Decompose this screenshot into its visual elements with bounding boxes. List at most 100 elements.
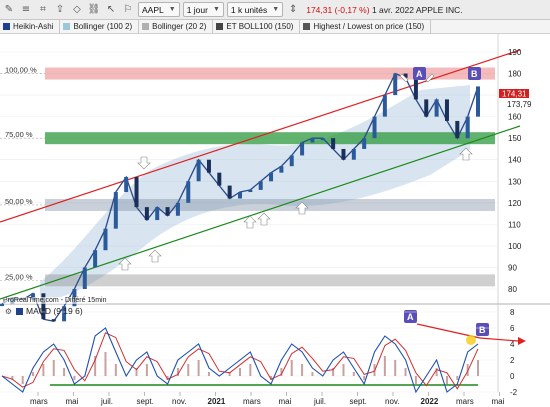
share-icon[interactable]: ⇪ xyxy=(55,4,65,15)
toolbar: ✎ ≡ ⌗ ⇪ ◇ ⛓ ↖ ⚐ AAPL ▼ 1 jour ▼ 1 k unités… xyxy=(0,0,550,20)
symbol-select[interactable]: AAPL ▼ xyxy=(138,2,180,17)
candle xyxy=(424,99,429,117)
arrow-up-icon xyxy=(459,147,473,161)
resistance-trendline[interactable] xyxy=(0,49,521,223)
x-tick-label: nov. xyxy=(385,397,400,406)
ruler-icon[interactable]: ⌗ xyxy=(40,4,46,15)
price-tick-label: 110 xyxy=(508,220,521,229)
candle xyxy=(403,73,408,78)
price-tick-label: 100 xyxy=(508,242,522,251)
tab-heikin-ashi[interactable]: Heikin-Ashi xyxy=(0,19,61,34)
last-price-tag xyxy=(499,89,529,98)
candle xyxy=(393,73,398,96)
price-tick-label: 120 xyxy=(508,199,522,208)
candle xyxy=(331,138,336,149)
candle xyxy=(465,116,470,139)
candle xyxy=(279,166,284,173)
swatch-icon xyxy=(3,23,10,30)
settings-icon[interactable]: ⚙ xyxy=(4,306,13,316)
link-icon[interactable]: ⛓ xyxy=(87,4,101,15)
swatch-icon xyxy=(16,307,23,315)
tab-label: ET BOLL100 (150) xyxy=(226,22,294,31)
price-chart[interactable]: 100,00 %75,00 %50,00 %25,00 % 8090100110… xyxy=(0,34,550,407)
macd-tick-label: 0 xyxy=(510,372,515,381)
candle xyxy=(362,138,367,149)
candle xyxy=(62,306,67,322)
level-band xyxy=(45,67,495,80)
tab-highest-lowest[interactable]: Highest / Lowest on price (150) xyxy=(300,19,432,34)
candle xyxy=(238,192,242,199)
last-price-label: 174,31 xyxy=(502,90,527,99)
level-band xyxy=(45,274,495,287)
arrow-down-icon xyxy=(425,73,435,83)
date-value: 1 avr. 2022 xyxy=(371,4,414,15)
tab-label: Heikin-Ashi xyxy=(13,22,54,31)
candle xyxy=(206,159,211,173)
macd-line xyxy=(1,327,479,394)
tab-label: Bollinger (100 2) xyxy=(73,22,133,31)
marker-b-macd: B xyxy=(476,323,489,336)
chevron-down-icon: ▼ xyxy=(212,6,220,13)
candle xyxy=(248,189,253,193)
percent-level-label: 50,00 % xyxy=(5,197,33,206)
bell-icon[interactable]: ⚐ xyxy=(123,4,133,15)
period-value: 1 jour xyxy=(186,4,208,15)
arrow-up-icon xyxy=(148,249,162,263)
price-tick-label: 90 xyxy=(508,263,517,272)
x-tick-label: juil. xyxy=(100,397,113,406)
svg-text:A: A xyxy=(407,312,414,322)
x-tick-label: mars xyxy=(30,397,48,406)
macd-tick-label: -2 xyxy=(510,388,518,397)
time-axis: mars mai juil. sept. nov. 2021 mars mai juil. sep… xyxy=(30,392,505,406)
arrow-right-icon xyxy=(518,337,526,345)
macd-series xyxy=(1,327,479,394)
x-tick-label: mars xyxy=(456,397,474,406)
candle xyxy=(341,148,346,160)
candle xyxy=(455,120,460,139)
svg-text:B: B xyxy=(471,69,478,79)
candle xyxy=(413,77,418,100)
candle xyxy=(320,138,325,141)
candle xyxy=(31,293,36,300)
tab-bollinger-20[interactable]: Bollinger (20 2) xyxy=(139,19,214,34)
svg-text:A: A xyxy=(416,69,423,79)
percent-level-label: 25,00 % xyxy=(5,272,33,281)
tab-bollinger-100[interactable]: Bollinger (100 2) xyxy=(60,19,140,34)
period-select[interactable]: 1 jour ▼ xyxy=(182,2,224,17)
tab-et-boll100[interactable]: ET BOLL100 (150) xyxy=(213,19,301,34)
price-tick-label: 180 xyxy=(508,70,522,79)
candle xyxy=(186,181,191,203)
candle xyxy=(351,148,356,160)
price-tick-label: 160 xyxy=(508,113,522,122)
percent-level-label: 75,00 % xyxy=(5,130,33,139)
arrow-up-icon xyxy=(243,215,257,229)
candle xyxy=(165,207,170,216)
cursor-icon[interactable]: ↖ xyxy=(106,4,116,15)
candle xyxy=(310,138,315,143)
macd-divergence-arrow xyxy=(479,337,519,342)
swatch-icon xyxy=(142,23,150,30)
candle xyxy=(113,192,118,229)
chevron-down-icon: ▼ xyxy=(168,6,176,13)
units-select[interactable]: 1 k unités ▼ xyxy=(226,2,284,17)
arrow-up-icon xyxy=(257,212,271,226)
candle xyxy=(175,202,180,216)
price-tick-label: 140 xyxy=(508,156,522,165)
chevron-down-icon: ▼ xyxy=(272,6,280,13)
candle xyxy=(434,99,439,117)
candle xyxy=(444,99,449,121)
macd-tick-label: 6 xyxy=(510,324,515,333)
x-tick-label: 2021 xyxy=(208,397,226,406)
pen-icon[interactable]: ✎ xyxy=(4,4,14,15)
arrow-up-down-icon[interactable]: ⇕ xyxy=(289,4,298,15)
tab-label: Bollinger (20 2) xyxy=(152,22,207,31)
candle xyxy=(51,319,56,322)
indicator-tabs: Heikin-Ashi Bollinger (100 2) Bollinger … xyxy=(0,19,550,34)
tag-icon[interactable]: ◇ xyxy=(73,4,81,15)
x-tick-label: mai xyxy=(279,397,292,406)
candle xyxy=(289,155,294,167)
menu-icon[interactable]: ≡ xyxy=(21,4,31,15)
price-axis: 8090100110120130140150160170180190 xyxy=(508,48,522,294)
macd-signal-line xyxy=(1,332,479,390)
swatch-icon xyxy=(63,23,71,30)
